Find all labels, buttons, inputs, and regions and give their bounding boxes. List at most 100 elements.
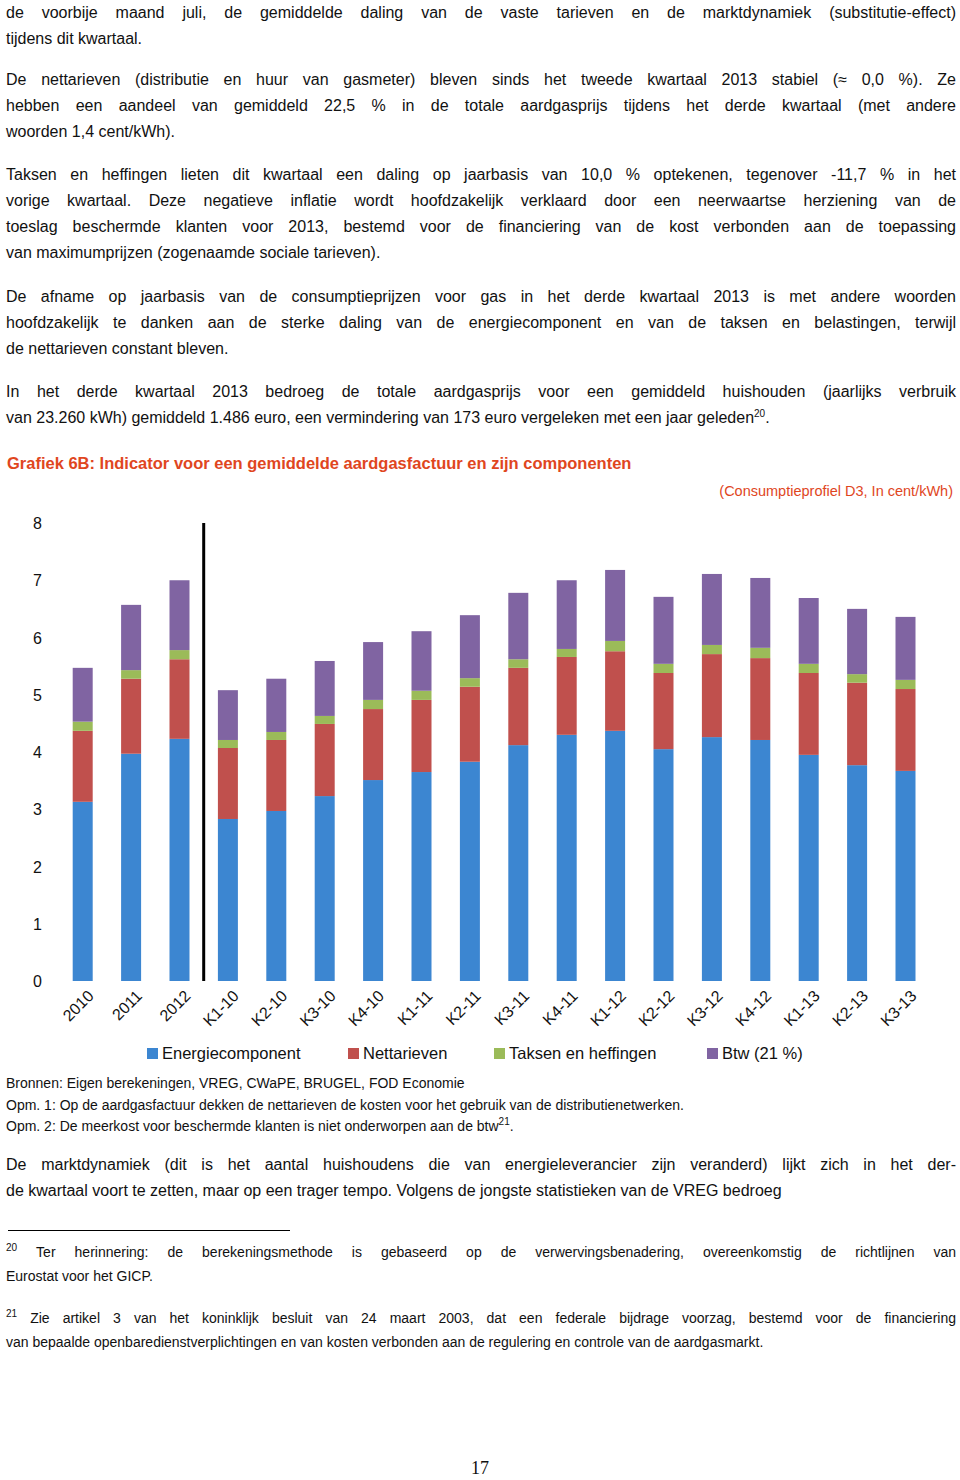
bar-segment bbox=[702, 737, 722, 981]
x-tick-label: K1-13 bbox=[781, 987, 823, 1029]
footnote-ref: 20 bbox=[754, 408, 765, 419]
x-tick-label: K4-12 bbox=[732, 987, 774, 1029]
bar-segment bbox=[73, 802, 93, 981]
paragraph-line: vorige kwartaal. Deze negatieve inflatie… bbox=[6, 188, 956, 214]
bar-segment bbox=[799, 755, 819, 981]
text-run: Zie artikel 3 van het koninklijk besluit… bbox=[17, 1310, 956, 1326]
bar-segment bbox=[557, 649, 577, 657]
bar-segment bbox=[363, 642, 383, 700]
bar-segment bbox=[266, 679, 286, 732]
bar-segment bbox=[508, 668, 528, 745]
paragraph-line: toeslag beschermde klanten voor 2013, be… bbox=[6, 214, 956, 240]
x-tick-label: 2010 bbox=[60, 987, 97, 1024]
x-tick-label: K2-11 bbox=[443, 987, 484, 1028]
bar-segment bbox=[73, 722, 93, 731]
bar-segment bbox=[218, 819, 238, 981]
y-tick-label: 5 bbox=[33, 687, 42, 704]
bar-segment bbox=[508, 593, 528, 659]
bar-segment bbox=[896, 771, 916, 981]
bar-segment bbox=[799, 664, 819, 673]
text-run: . bbox=[765, 409, 769, 426]
paragraph-line: De marktdynamiek (dit is het aantal huis… bbox=[6, 1152, 956, 1178]
paragraph-line: In het derde kwartaal 2013 bedroeg de to… bbox=[6, 379, 956, 405]
paragraph-line: hebben een aandeel van gemiddeld 22,5 % … bbox=[6, 93, 956, 119]
legend-label: Energiecomponent bbox=[162, 1044, 301, 1062]
footnote-line: Eurostat voor het GICP. bbox=[6, 1266, 956, 1286]
bar-segment bbox=[605, 651, 625, 731]
bar-segment bbox=[654, 597, 674, 664]
bar-segment bbox=[460, 678, 480, 687]
bar-segment bbox=[218, 690, 238, 740]
bar-segment bbox=[315, 661, 335, 716]
legend-label: Nettarieven bbox=[363, 1044, 447, 1062]
bar-segment bbox=[847, 674, 867, 683]
footnote-line: van bepaalde openbaredienstverplichtinge… bbox=[6, 1332, 956, 1352]
legend-label: Btw (21 %) bbox=[722, 1044, 803, 1062]
bar-segment bbox=[266, 732, 286, 740]
bar-segment bbox=[73, 731, 93, 802]
y-tick-label: 6 bbox=[33, 630, 42, 647]
bar-segment bbox=[266, 811, 286, 981]
bar-segment bbox=[557, 580, 577, 649]
y-tick-label: 8 bbox=[33, 515, 42, 532]
chart-note: Opm. 1: Op de aardgasfactuur dekken de n… bbox=[6, 1095, 956, 1115]
bar-segment bbox=[896, 689, 916, 771]
x-tick-label: 2011 bbox=[109, 987, 145, 1023]
bar-segment bbox=[315, 716, 335, 724]
bar-segment bbox=[799, 598, 819, 664]
legend-swatch bbox=[494, 1048, 505, 1059]
bar-segment bbox=[654, 673, 674, 749]
paragraph-line: van 23.260 kWh) gemiddeld 1.486 euro, ee… bbox=[6, 405, 956, 431]
bar-segment bbox=[508, 745, 528, 981]
bar-segment bbox=[363, 700, 383, 709]
bar-segment bbox=[605, 570, 625, 641]
paragraph-line: De nettarieven (distributie en huur van … bbox=[6, 67, 956, 93]
legend-swatch bbox=[348, 1048, 359, 1059]
bar-segment bbox=[557, 657, 577, 735]
page-number: 17 bbox=[0, 1458, 960, 1479]
bar-segment bbox=[557, 735, 577, 981]
bar-segment bbox=[750, 740, 770, 981]
bar-segment bbox=[896, 617, 916, 680]
x-tick-label: K4-11 bbox=[539, 987, 580, 1028]
text-run: Opm. 2: De meerkost voor beschermde klan… bbox=[6, 1118, 499, 1134]
bar-segment bbox=[654, 664, 674, 673]
bar-segment bbox=[750, 578, 770, 648]
x-tick-label: K4-10 bbox=[345, 987, 387, 1029]
paragraph-line: de nettarieven constant bleven. bbox=[6, 336, 956, 362]
x-tick-label: K1-10 bbox=[200, 987, 242, 1029]
bar-segment bbox=[508, 659, 528, 668]
bar-segment bbox=[121, 679, 141, 754]
chart-title: Grafiek 6B: Indicator voor een gemiddeld… bbox=[7, 454, 631, 472]
legend-swatch bbox=[147, 1048, 158, 1059]
paragraph-line: de kwartaal voort te zetten, maar op een… bbox=[6, 1178, 956, 1204]
bar-segment bbox=[363, 780, 383, 981]
paragraph-line: Taksen en heffingen lieten dit kwartaal … bbox=[6, 162, 956, 188]
y-tick-label: 4 bbox=[33, 744, 42, 761]
text-run: van 23.260 kWh) gemiddeld 1.486 euro, ee… bbox=[6, 409, 754, 426]
y-tick-label: 2 bbox=[33, 859, 42, 876]
bar-segment bbox=[847, 765, 867, 981]
footnote-rule bbox=[8, 1230, 290, 1231]
bar-segment bbox=[750, 658, 770, 740]
bar-segment bbox=[412, 631, 432, 691]
text-run: Ter herinnering: de berekeningsmethode i… bbox=[17, 1244, 956, 1260]
paragraph-line: De afname op jaarbasis van de consumptie… bbox=[6, 284, 956, 310]
bar-segment bbox=[412, 691, 432, 700]
bar-segment bbox=[702, 645, 722, 654]
bar-segment bbox=[412, 772, 432, 981]
bars bbox=[73, 570, 916, 981]
separator-line bbox=[202, 523, 205, 981]
bar-segment bbox=[170, 580, 190, 650]
bar-segment bbox=[460, 687, 480, 762]
legend-label: Taksen en heffingen bbox=[509, 1044, 656, 1062]
y-tick-label: 0 bbox=[33, 973, 42, 990]
bar-segment bbox=[266, 740, 286, 811]
paragraph-line: de voorbije maand juli, de gemiddelde da… bbox=[6, 0, 956, 26]
bar-segment bbox=[121, 670, 141, 679]
legend-swatch bbox=[707, 1048, 718, 1059]
footnote-line: 20 Ter herinnering: de berekeningsmethod… bbox=[6, 1242, 956, 1262]
x-tick-label: K3-13 bbox=[877, 987, 919, 1029]
bar-segment bbox=[605, 731, 625, 981]
bar-segment bbox=[170, 739, 190, 981]
